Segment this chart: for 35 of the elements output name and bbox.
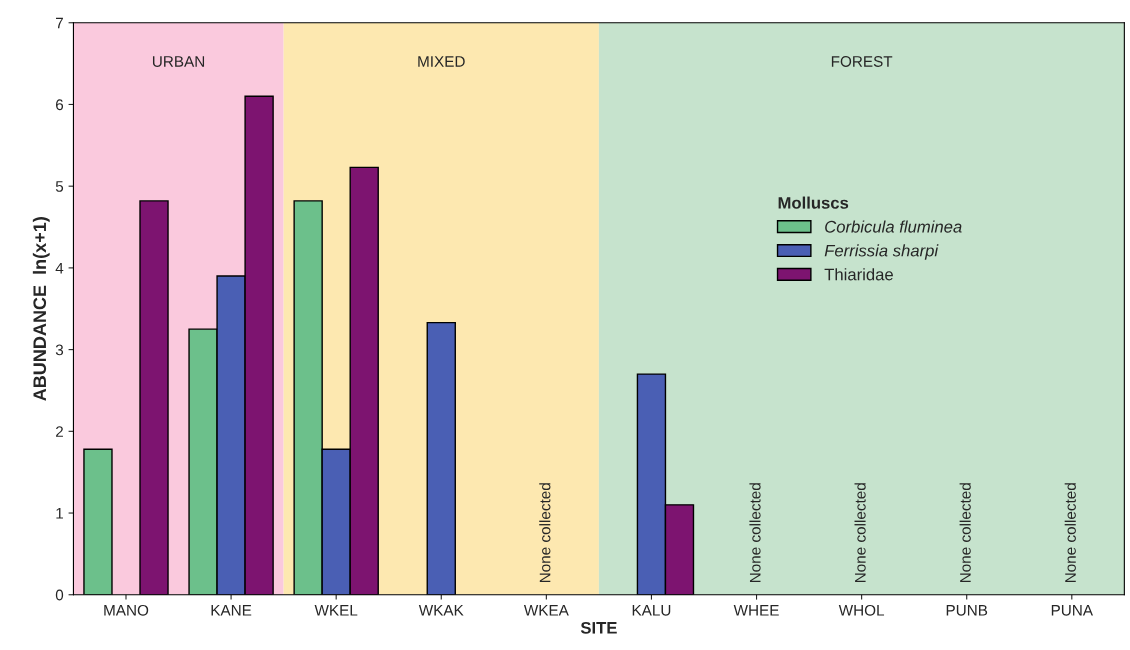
legend-title: Molluscs — [778, 196, 849, 209]
y-tick-label: 6 — [56, 99, 64, 111]
legend-label: Ferrissia sharpi — [824, 244, 939, 260]
x-tick-label: KALU — [632, 605, 671, 616]
annotation: None collected — [959, 483, 971, 583]
bar — [139, 200, 169, 595]
band-label: FOREST — [831, 56, 893, 67]
band-label: MIXED — [418, 56, 465, 67]
y-tick-label: 0 — [55, 589, 64, 601]
x-tick-label: KANE — [211, 605, 252, 616]
legend-label: Corbicula fluminea — [825, 220, 962, 233]
x-tick-label: WKEA — [523, 605, 569, 616]
y-tick-label: 1 — [56, 508, 63, 519]
x-tick-label: PUNA — [1051, 605, 1093, 616]
bar — [83, 448, 113, 595]
x-axis-title: SITE — [580, 621, 617, 634]
x-tick-label: WHEE — [733, 605, 779, 616]
x-tick-label: WHOL — [838, 604, 885, 616]
y-tick-label: 3 — [55, 344, 64, 356]
y-tick-label: 5 — [55, 181, 64, 192]
x-tick-label: MANO — [104, 604, 149, 616]
annotation: None collected — [854, 483, 866, 583]
y-axis-title: ABUNDANCE ln(x+1) — [32, 217, 50, 401]
annotation: None collected — [539, 483, 551, 583]
y-tick-label: 2 — [56, 426, 63, 437]
legend-label: Thiaridae — [824, 268, 893, 281]
y-tick-label: 4 — [55, 262, 64, 274]
bar — [426, 321, 456, 595]
annotation: None collected — [1064, 483, 1076, 583]
band-label: URBAN — [152, 56, 205, 67]
x-tick-label: PUNB — [946, 605, 988, 616]
y-tick-label: 7 — [56, 17, 63, 29]
annotation: None collected — [749, 483, 761, 583]
x-tick-label: WKAK — [418, 605, 464, 616]
x-tick-label: WKEL — [314, 605, 358, 616]
